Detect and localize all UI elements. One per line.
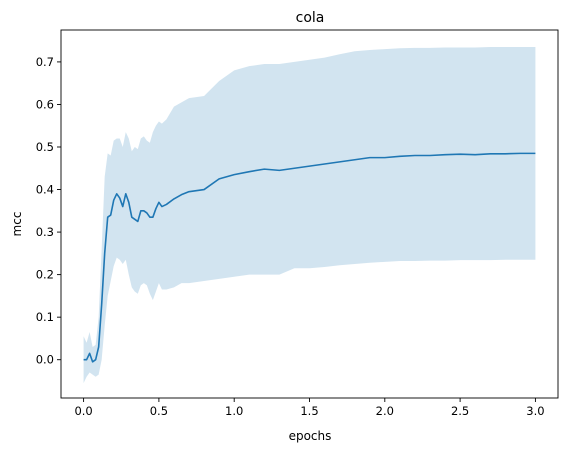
chart-title: cola (296, 10, 325, 26)
x-tick-label: 0.0 (74, 404, 92, 418)
plot-area (83, 47, 536, 384)
y-axis-label: mcc (10, 212, 24, 237)
x-tick-label: 2.0 (376, 404, 394, 418)
y-tick-label: 0.4 (36, 183, 54, 197)
y-tick-label: 0.2 (36, 268, 54, 282)
series-line (83, 152, 536, 363)
y-tick-label: 0.6 (36, 97, 54, 111)
y-tick-label: 0.5 (36, 140, 54, 154)
x-tick-label: 3.0 (526, 404, 544, 418)
confidence-band (83, 47, 536, 384)
x-tick-label: 1.5 (300, 404, 318, 418)
axes: 0.0 0.5 1.0 1.5 2.0 2.5 3.0 0.0 0.1 0.2 0.3 0.4 0.5 0… (36, 29, 559, 418)
y-tick-label: 0.3 (36, 225, 54, 239)
y-tick-label: 0.7 (36, 55, 54, 69)
y-tick-label: 0.1 (36, 310, 54, 324)
x-tick-label: 1.0 (225, 404, 243, 418)
x-tick-label: 0.5 (150, 404, 168, 418)
x-axis-label: epochs (289, 429, 332, 443)
y-tick-label: 0.0 (36, 353, 54, 367)
x-tick-label: 2.5 (451, 404, 469, 418)
